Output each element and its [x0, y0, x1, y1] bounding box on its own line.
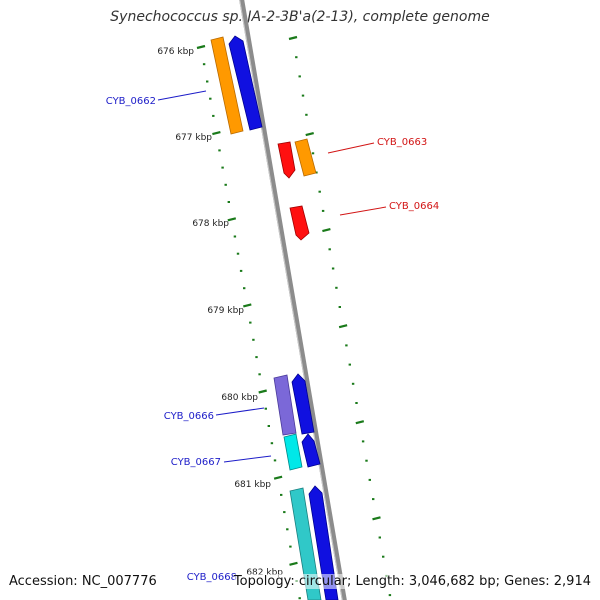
outer-tick — [338, 324, 348, 329]
label-cyb-0666[interactable]: CYB_0666 — [164, 411, 214, 422]
inner-tick — [289, 561, 298, 566]
gene-cyb-0663-red[interactable] — [277, 141, 296, 179]
leader-cyb-0667 — [223, 455, 272, 463]
map-title: Synechococcus sp. JA-2-3B'a(2-13), compl… — [110, 9, 490, 25]
inner-tick — [258, 389, 267, 394]
outer-tick — [288, 35, 298, 41]
outer-tick-marks — [288, 35, 392, 597]
tick-label-677: 677 kbp — [175, 133, 212, 143]
gene-cyb-0666-blue[interactable] — [291, 373, 315, 435]
gene-cyb-0663-orange[interactable] — [294, 138, 317, 177]
genome-backbone — [239, 0, 347, 600]
genome-backbone-highlight — [239, 0, 343, 600]
inner-tick — [212, 131, 221, 136]
inner-tick-marks — [196, 44, 301, 600]
outer-tick — [322, 228, 331, 233]
label-cyb-0662[interactable]: CYB_0662 — [106, 96, 156, 107]
outer-tick — [355, 420, 365, 425]
label-cyb-0664[interactable]: CYB_0664 — [389, 201, 439, 212]
gene-cyb-0664-red[interactable] — [289, 205, 310, 241]
leader-cyb-0663 — [327, 142, 375, 154]
inner-tick — [196, 44, 206, 50]
leader-cyb-0664 — [339, 206, 387, 216]
inner-tick — [227, 217, 237, 222]
gene-cyb-0667-blue[interactable] — [301, 433, 321, 468]
leader-cyb-0662 — [157, 90, 207, 101]
gene-cyb-0662-orange[interactable] — [210, 36, 244, 135]
tick-label-682: 682 kbp — [246, 568, 283, 578]
genome-summary-text: Topology: circular; Length: 3,046,682 bp… — [233, 574, 591, 589]
label-cyb-0667[interactable]: CYB_0667 — [171, 457, 221, 468]
outer-tick — [372, 516, 381, 521]
tick-label-678: 678 kbp — [192, 219, 229, 229]
inner-tick — [273, 475, 283, 480]
tick-label-676: 676 kbp — [157, 47, 194, 57]
accession-text: Accession: NC_007776 — [9, 574, 157, 589]
label-cyb-0663[interactable]: CYB_0663 — [377, 137, 427, 148]
tick-label-679: 679 kbp — [207, 306, 244, 316]
gene-cyb-0668-teal[interactable] — [289, 487, 322, 600]
tick-label-681: 681 kbp — [234, 480, 271, 490]
leader-cyb-0666 — [215, 407, 265, 416]
gene-cyb-0662-blue[interactable] — [228, 35, 263, 131]
outer-tick — [305, 132, 314, 137]
gene-cyb-0666-purple[interactable] — [273, 374, 297, 436]
tick-label-680: 680 kbp — [221, 393, 258, 403]
label-cyb-0668[interactable]: CYB_0668 — [187, 572, 237, 583]
gene-cyb-0667-cyan[interactable] — [283, 433, 303, 471]
inner-tick — [243, 303, 252, 308]
